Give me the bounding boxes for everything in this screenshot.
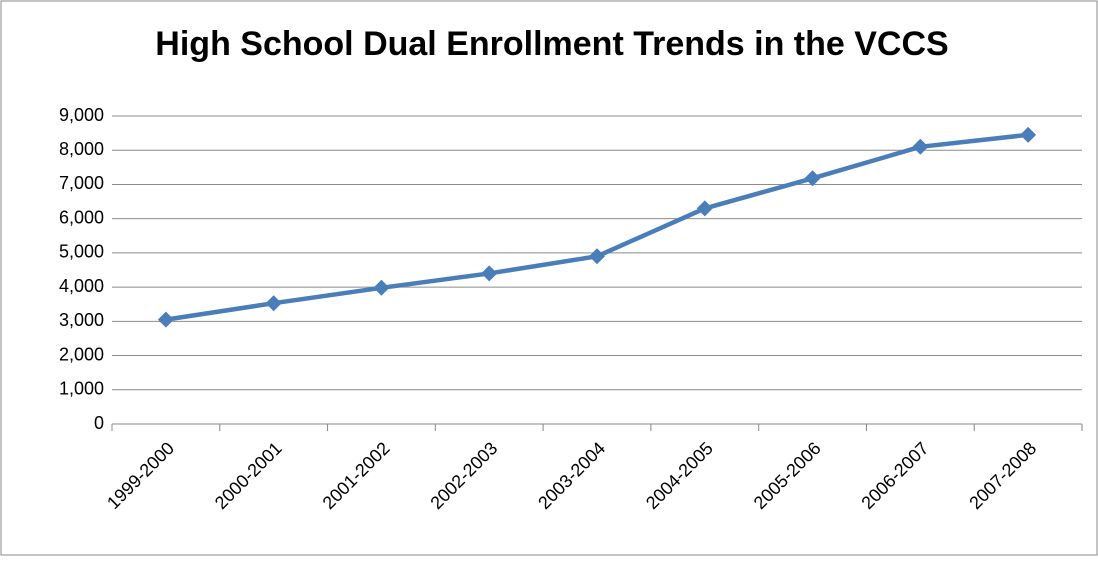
marker (481, 265, 498, 282)
y-tick-label: 7,000 (59, 173, 104, 193)
y-tick-label: 9,000 (59, 105, 104, 125)
marker (804, 170, 821, 187)
y-tick-label: 3,000 (59, 310, 104, 330)
marker (157, 311, 174, 328)
marker (265, 295, 282, 312)
marker (696, 200, 713, 217)
y-tick-label: 6,000 (59, 207, 104, 227)
y-tick-label: 1,000 (59, 379, 104, 399)
marker (1020, 126, 1037, 143)
marker (373, 279, 390, 296)
marker (589, 248, 605, 265)
y-tick-label: 0 (94, 413, 104, 433)
y-tick-label: 4,000 (59, 276, 104, 296)
y-tick-label: 5,000 (59, 242, 104, 262)
y-tick-label: 2,000 (59, 344, 104, 364)
chart-title: High School Dual Enrollment Trends in th… (155, 25, 948, 63)
y-tick-label: 8,000 (59, 139, 104, 159)
marker (912, 138, 929, 155)
